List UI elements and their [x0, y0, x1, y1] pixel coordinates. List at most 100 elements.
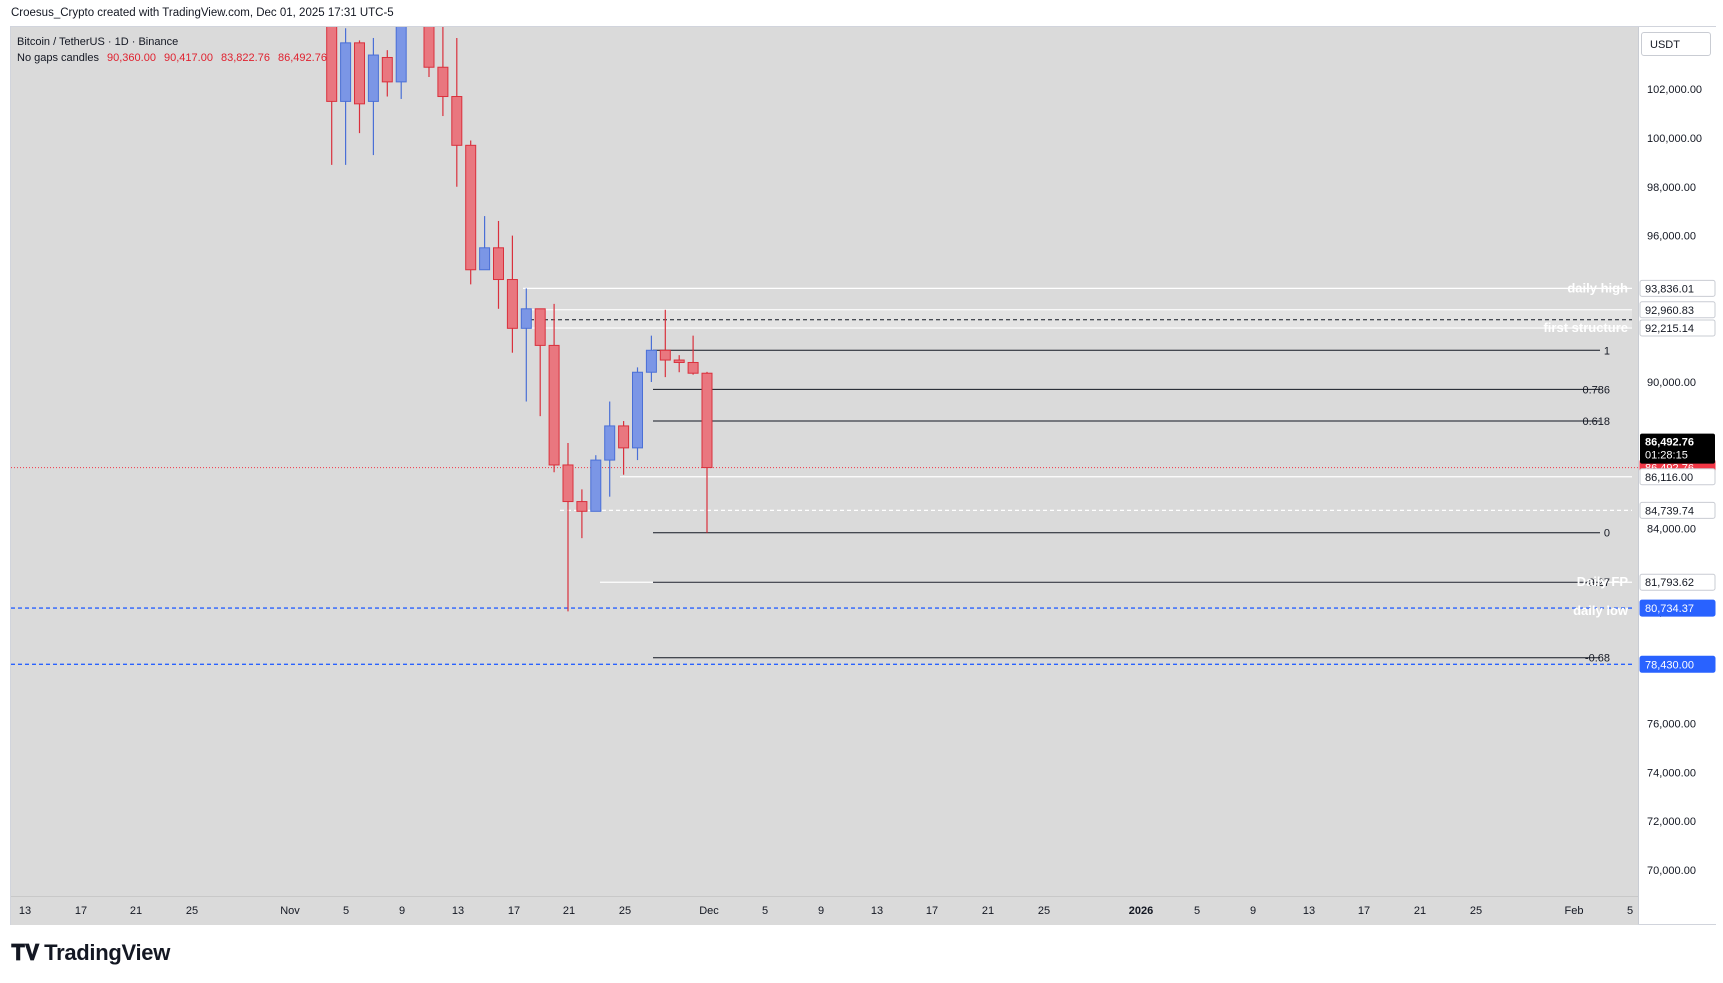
last-price-value: 86,492.76 [1645, 437, 1694, 449]
mode-label: No gaps candles [17, 52, 99, 64]
time-axis-tick: Nov [280, 905, 300, 917]
price-axis-tick: 70,000.00 [1647, 865, 1696, 877]
price-axis-tick: 84,000.00 [1647, 523, 1696, 535]
candle-body [645, 349, 657, 373]
time-axis-tick: 25 [1470, 905, 1482, 917]
price-axis-tick: 74,000.00 [1647, 767, 1696, 779]
time-axis-tick: 21 [563, 905, 575, 917]
time-axis-tick: 13 [19, 905, 31, 917]
candle-body [367, 54, 379, 102]
time-axis-tick: 25 [1038, 905, 1050, 917]
candle-body [423, 27, 435, 68]
symbol-line: Bitcoin / TetherUS · 1D · Binance [17, 36, 179, 48]
structure-zone [523, 309, 1632, 328]
fib-level-label: 0 [1604, 528, 1610, 540]
level-label: daily low [1573, 603, 1629, 618]
price-axis-tick: 72,000.00 [1647, 816, 1696, 828]
time-axis-tick: 13 [1303, 905, 1315, 917]
candle-body [493, 247, 504, 281]
time-axis-tick: Feb [1565, 905, 1584, 917]
countdown-timer: 01:28:15 [1645, 450, 1688, 462]
time-axis-tick: 17 [508, 905, 520, 917]
time-axis-tick: 5 [1194, 905, 1200, 917]
candle-body [326, 27, 338, 102]
price-tag-text: 93,836.01 [1645, 283, 1694, 295]
price-tag [1639, 501, 1716, 519]
time-axis-tick: 5 [762, 905, 768, 917]
ohlc-high: 90,417.00 [164, 52, 213, 64]
tradingview-logo[interactable]: 𝐓𝐕 TradingView [11, 940, 170, 966]
price-tag [1639, 301, 1716, 319]
candle-body [451, 96, 463, 146]
candle-body [659, 349, 671, 361]
tradingview-logo-icon: 𝐓𝐕 [11, 940, 40, 965]
ohlc-open: 90,360.00 [107, 52, 156, 64]
time-axis-tick: 5 [343, 905, 349, 917]
price-tag [1639, 279, 1716, 297]
candle-body [548, 344, 560, 466]
candle-body [410, 0, 420, 23]
price-axis-tick: 90,000.00 [1647, 377, 1696, 389]
candle-body [534, 308, 546, 346]
candle-body [479, 247, 491, 271]
price-tag-text: 80,734.37 [1645, 603, 1694, 615]
candle-body [687, 361, 699, 374]
candle-body [354, 42, 365, 105]
time-axis-tick: 21 [130, 905, 142, 917]
price-tag-text: 78,430.00 [1645, 659, 1694, 671]
ohlc-low: 83,822.76 [221, 52, 270, 64]
price-tag [1639, 655, 1716, 673]
candle-body [618, 425, 630, 449]
plot-area[interactable] [11, 27, 1638, 896]
time-axis-tick: 9 [818, 905, 824, 917]
time-axis-tick: 17 [75, 905, 87, 917]
candle-body [340, 42, 352, 102]
brand-name: TradingView [44, 940, 171, 965]
ohlc-row: No gaps candles 90,360.00 90,417.00 83,8… [17, 50, 327, 66]
price-axis-tick: 76,000.00 [1647, 719, 1696, 731]
time-axis-tick: 25 [619, 905, 631, 917]
candle-body [562, 464, 574, 503]
candle-body [590, 459, 602, 512]
time-axis-tick: 9 [399, 905, 405, 917]
time-axis-tick: 13 [871, 905, 883, 917]
fib-level-label: -0.27 [1585, 577, 1610, 589]
price-tag [1639, 468, 1716, 486]
price-axis-tick: 96,000.00 [1647, 231, 1696, 243]
price-axis-tick: 102,000.00 [1647, 84, 1702, 96]
price-tag-text: 86,116.00 [1645, 472, 1693, 484]
candle-body [395, 27, 407, 83]
plot-layer [11, 0, 1638, 665]
price-tag-text: 84,739.74 [1645, 505, 1694, 517]
price-tag-text: 81,793.62 [1645, 577, 1694, 589]
time-axis-tick: 25 [186, 905, 198, 917]
last-price-box [1640, 433, 1715, 464]
price-axis-tick: 98,000.00 [1647, 182, 1696, 194]
price-tag-text: 92,960.83 [1645, 305, 1694, 317]
price-axis-tick: 100,000.00 [1647, 133, 1702, 145]
time-axis-tick: 9 [1250, 905, 1256, 917]
candle-body [576, 501, 588, 512]
candle-body [632, 371, 643, 449]
candle-body [604, 425, 616, 461]
fib-level-label: 0.786 [1582, 384, 1610, 396]
currency-selector[interactable]: USDT [1641, 32, 1711, 56]
candle-body [465, 144, 477, 271]
time-axis-tick: 5 [1627, 905, 1633, 917]
ohlc-close: 86,492.76 [278, 52, 327, 64]
time-axis[interactable] [11, 896, 1638, 925]
price-tag [1639, 573, 1716, 591]
candle-body [701, 372, 713, 469]
chart-legend: Bitcoin / TetherUS · 1D · Binance No gap… [17, 34, 327, 66]
time-axis-tick: 21 [1414, 905, 1426, 917]
candle-body [437, 66, 449, 98]
fib-level-label: 0.618 [1582, 416, 1610, 428]
time-axis-tick: Dec [699, 905, 719, 917]
candle-body [673, 359, 685, 363]
level-label: first structure [1543, 320, 1628, 335]
level-label: Daily FP [1577, 574, 1629, 589]
fib-level-label: 1 [1604, 345, 1610, 357]
time-axis-tick: 17 [1358, 905, 1370, 917]
candle-body [520, 308, 532, 329]
